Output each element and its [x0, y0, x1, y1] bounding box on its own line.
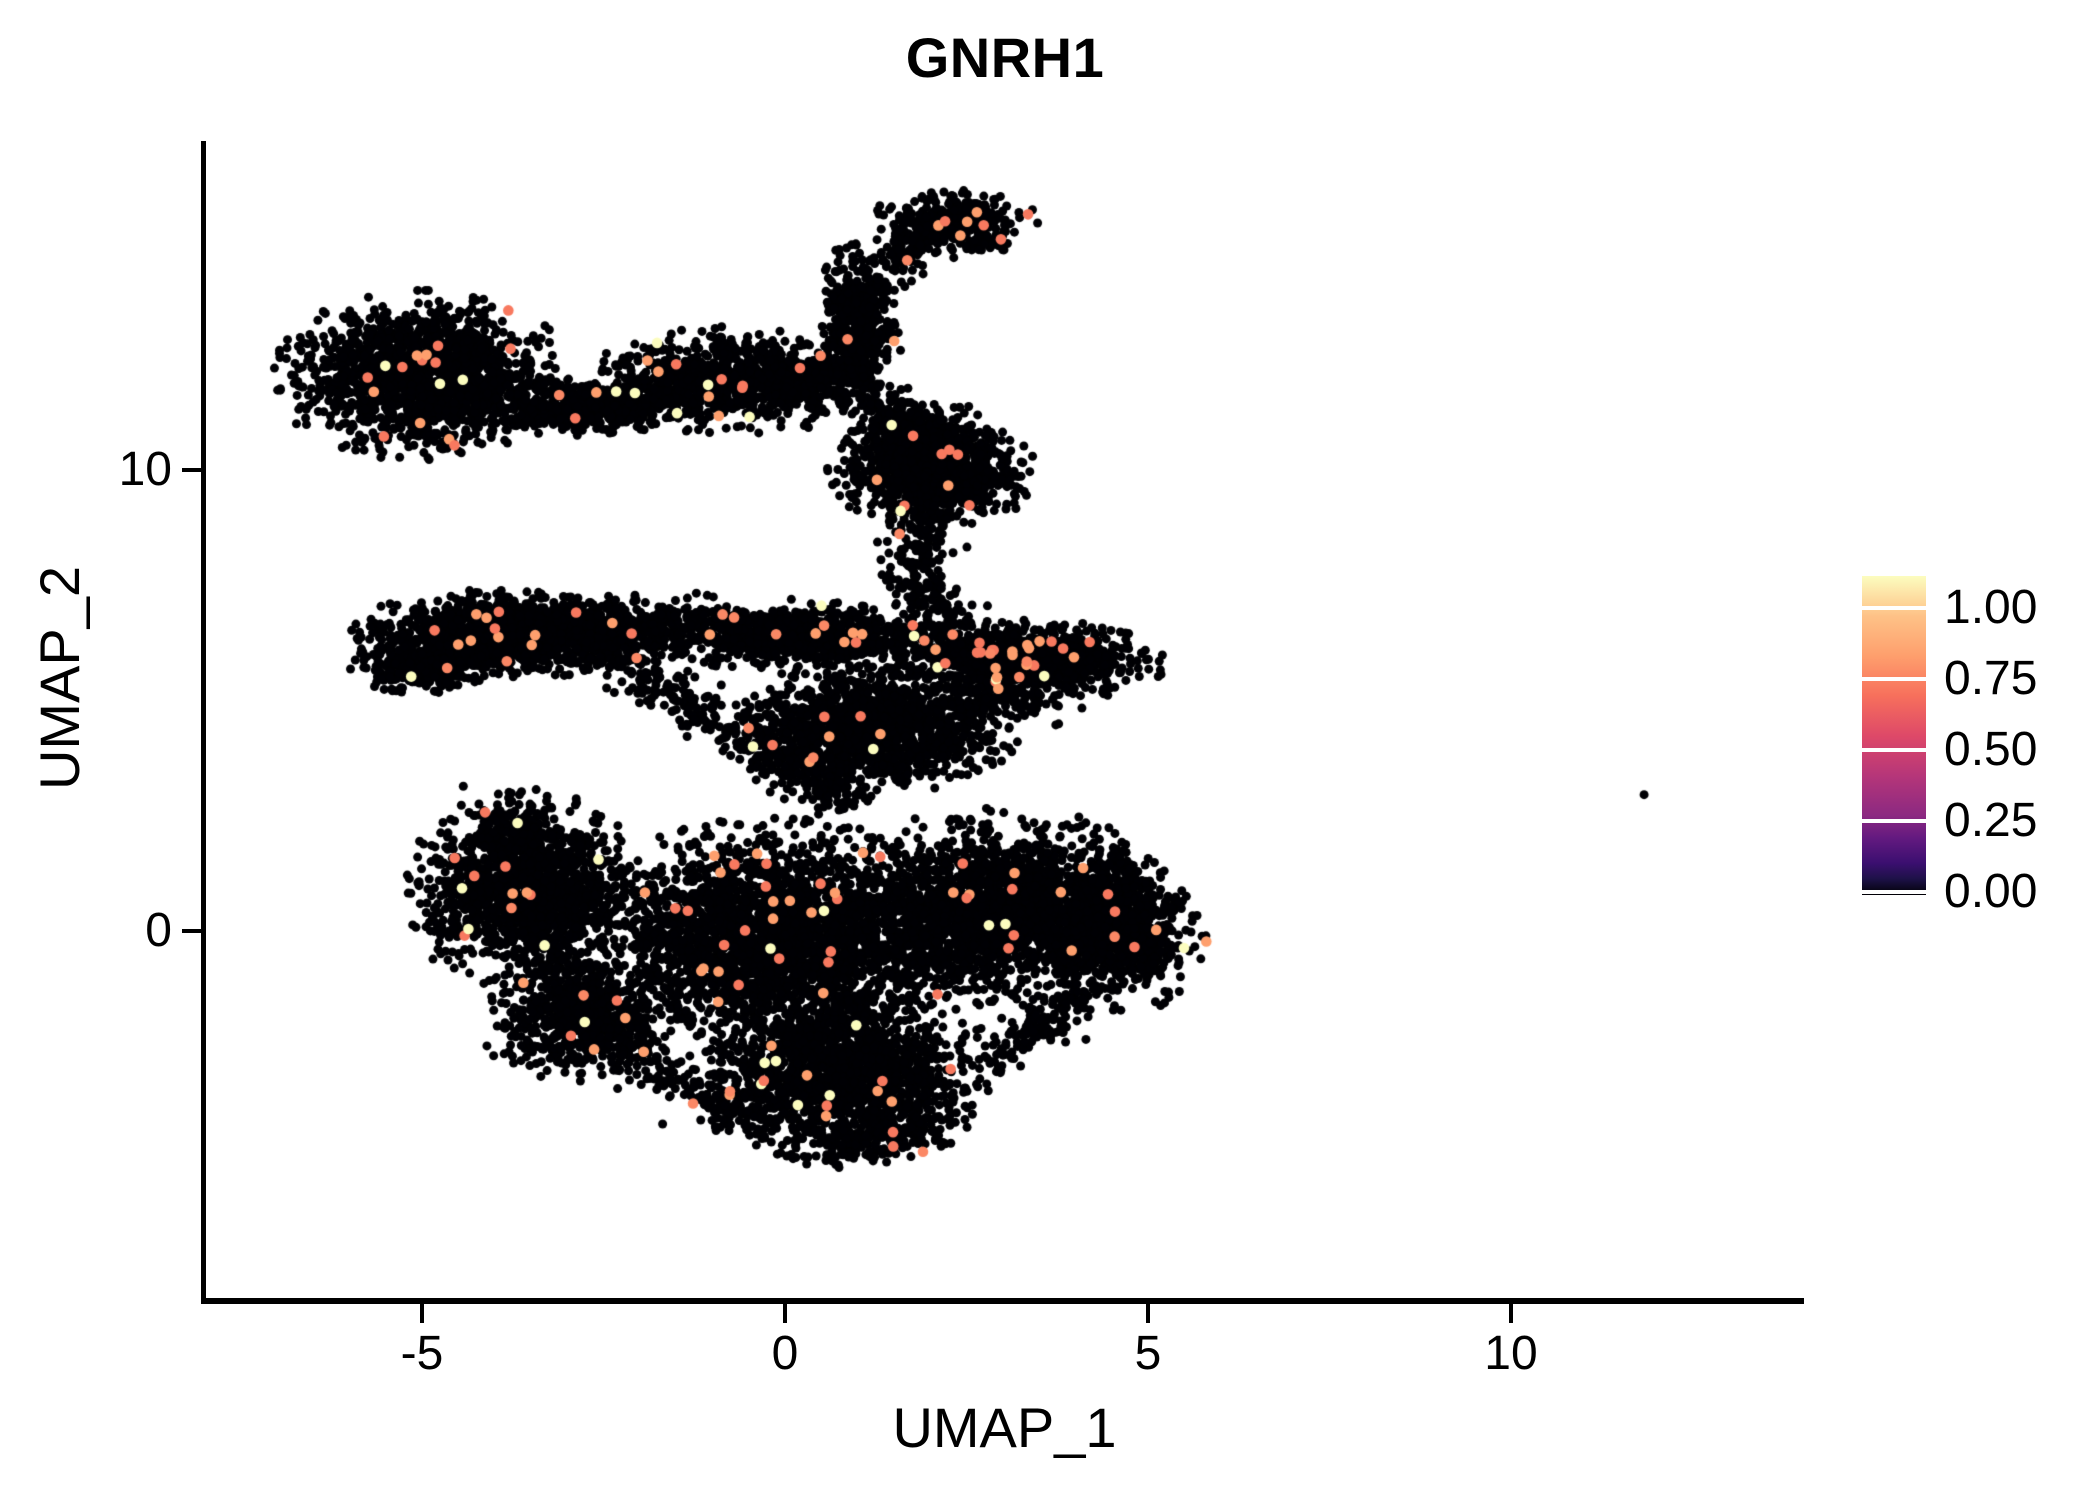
- x-tick-mark-0: [783, 1304, 787, 1323]
- colorbar-label-000: 0.00: [1944, 865, 2038, 918]
- colorbar-legend[interactable]: 1.00 0.75 0.50 0.25 0.00: [1862, 576, 2092, 916]
- colorbar-tick-075: [1862, 677, 1926, 681]
- colorbar-label-025: 0.25: [1944, 794, 2038, 847]
- y-axis-line: [201, 141, 206, 1304]
- colorbar-tick-1: [1862, 606, 1926, 610]
- colorbar-label-050: 0.50: [1944, 723, 2038, 776]
- colorbar-label-100: 1.00: [1944, 581, 2038, 634]
- y-tick-label-10: 10: [118, 443, 172, 496]
- colorbar-tick-025: [1862, 819, 1926, 823]
- scatter-points-layer[interactable]: [205, 141, 1804, 1301]
- colorbar-gradient: [1862, 576, 1926, 895]
- x-axis-line: [201, 1298, 1804, 1304]
- x-tick-mark-neg5: [420, 1304, 424, 1323]
- x-axis-title: UMAP_1: [892, 1396, 1117, 1459]
- x-tick-label-10: 10: [1484, 1327, 1538, 1380]
- y-tick-mark-0: [182, 929, 201, 933]
- x-tick-label-5: 5: [1134, 1327, 1162, 1380]
- plot-panel[interactable]: [205, 141, 1804, 1301]
- y-tick-label-0: 0: [145, 904, 172, 957]
- colorbar-label-075: 0.75: [1944, 652, 2038, 705]
- y-axis-title: UMAP_2: [28, 565, 91, 791]
- colorbar-tick-050: [1862, 748, 1926, 752]
- x-tick-label-0: 0: [771, 1327, 799, 1380]
- page-title: GNRH1: [905, 26, 1105, 89]
- y-tick-mark-10: [182, 468, 201, 472]
- colorbar-tick-000: [1862, 890, 1926, 894]
- x-tick-mark-10: [1509, 1304, 1513, 1323]
- x-tick-label-neg5: -5: [400, 1327, 444, 1380]
- x-tick-mark-5: [1146, 1304, 1150, 1323]
